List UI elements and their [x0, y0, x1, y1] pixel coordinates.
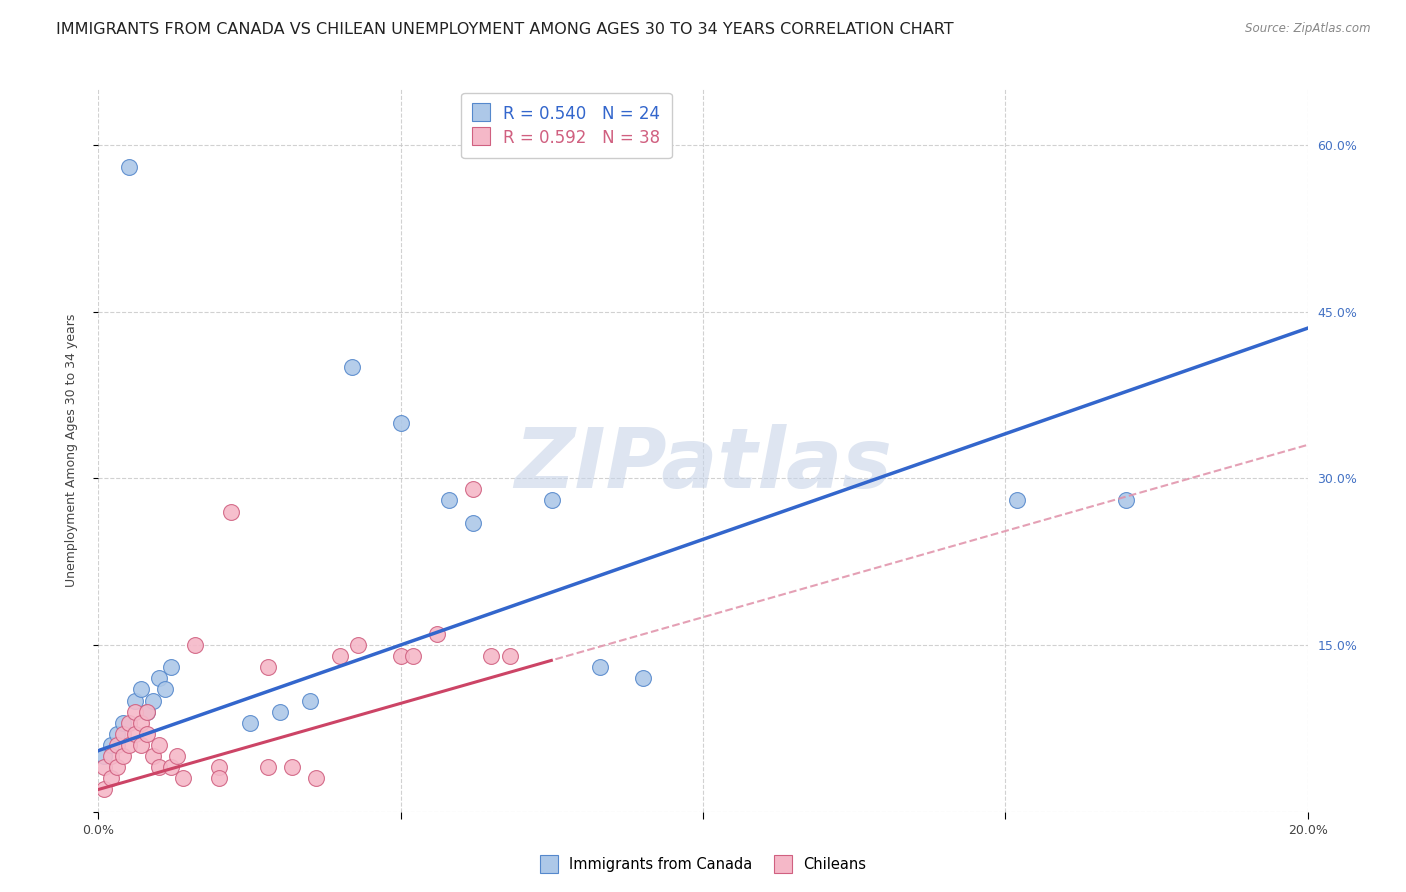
- Point: [347, 638, 370, 652]
- Point: [142, 749, 165, 764]
- Point: [118, 715, 141, 730]
- Point: [124, 727, 146, 741]
- Point: [402, 649, 425, 664]
- Text: ZIPatlas: ZIPatlas: [515, 425, 891, 506]
- Point: [208, 760, 231, 774]
- Point: [93, 760, 115, 774]
- Point: [221, 505, 243, 519]
- Point: [148, 738, 170, 752]
- Point: [166, 749, 188, 764]
- Point: [111, 727, 134, 741]
- Point: [1115, 493, 1137, 508]
- Point: [426, 627, 449, 641]
- Point: [93, 782, 115, 797]
- Point: [100, 738, 122, 752]
- Point: [463, 483, 485, 497]
- Point: [129, 715, 152, 730]
- Point: [148, 671, 170, 685]
- Point: [160, 760, 183, 774]
- Point: [135, 705, 157, 719]
- Point: [481, 649, 503, 664]
- Point: [256, 760, 278, 774]
- Point: [160, 660, 183, 674]
- Point: [631, 671, 654, 685]
- Point: [239, 715, 262, 730]
- Point: [269, 705, 291, 719]
- Point: [463, 516, 485, 530]
- Legend: R = 0.540   N = 24, R = 0.592   N = 38: R = 0.540 N = 24, R = 0.592 N = 38: [461, 93, 672, 158]
- Point: [389, 649, 412, 664]
- Point: [437, 493, 460, 508]
- Point: [498, 649, 520, 664]
- Point: [118, 160, 141, 174]
- Point: [142, 693, 165, 707]
- Point: [148, 760, 170, 774]
- Point: [299, 693, 322, 707]
- Point: [305, 772, 328, 786]
- Point: [540, 493, 562, 508]
- Point: [129, 738, 152, 752]
- Point: [1007, 493, 1029, 508]
- Point: [124, 705, 146, 719]
- Point: [105, 760, 128, 774]
- Point: [389, 416, 412, 430]
- Point: [208, 772, 231, 786]
- Point: [129, 682, 152, 697]
- Point: [124, 693, 146, 707]
- Text: Source: ZipAtlas.com: Source: ZipAtlas.com: [1246, 22, 1371, 36]
- Point: [184, 638, 207, 652]
- Point: [342, 360, 364, 375]
- Point: [105, 727, 128, 741]
- Point: [135, 727, 157, 741]
- Point: [589, 660, 612, 674]
- Point: [111, 749, 134, 764]
- Point: [100, 749, 122, 764]
- Point: [256, 660, 278, 674]
- Point: [153, 682, 176, 697]
- Point: [172, 772, 194, 786]
- Point: [105, 738, 128, 752]
- Point: [281, 760, 304, 774]
- Legend: Immigrants from Canada, Chileans: Immigrants from Canada, Chileans: [534, 851, 872, 878]
- Point: [329, 649, 352, 664]
- Point: [118, 738, 141, 752]
- Point: [100, 772, 122, 786]
- Point: [135, 705, 157, 719]
- Point: [111, 715, 134, 730]
- Y-axis label: Unemployment Among Ages 30 to 34 years: Unemployment Among Ages 30 to 34 years: [65, 314, 77, 587]
- Text: IMMIGRANTS FROM CANADA VS CHILEAN UNEMPLOYMENT AMONG AGES 30 TO 34 YEARS CORRELA: IMMIGRANTS FROM CANADA VS CHILEAN UNEMPL…: [56, 22, 953, 37]
- Point: [93, 749, 115, 764]
